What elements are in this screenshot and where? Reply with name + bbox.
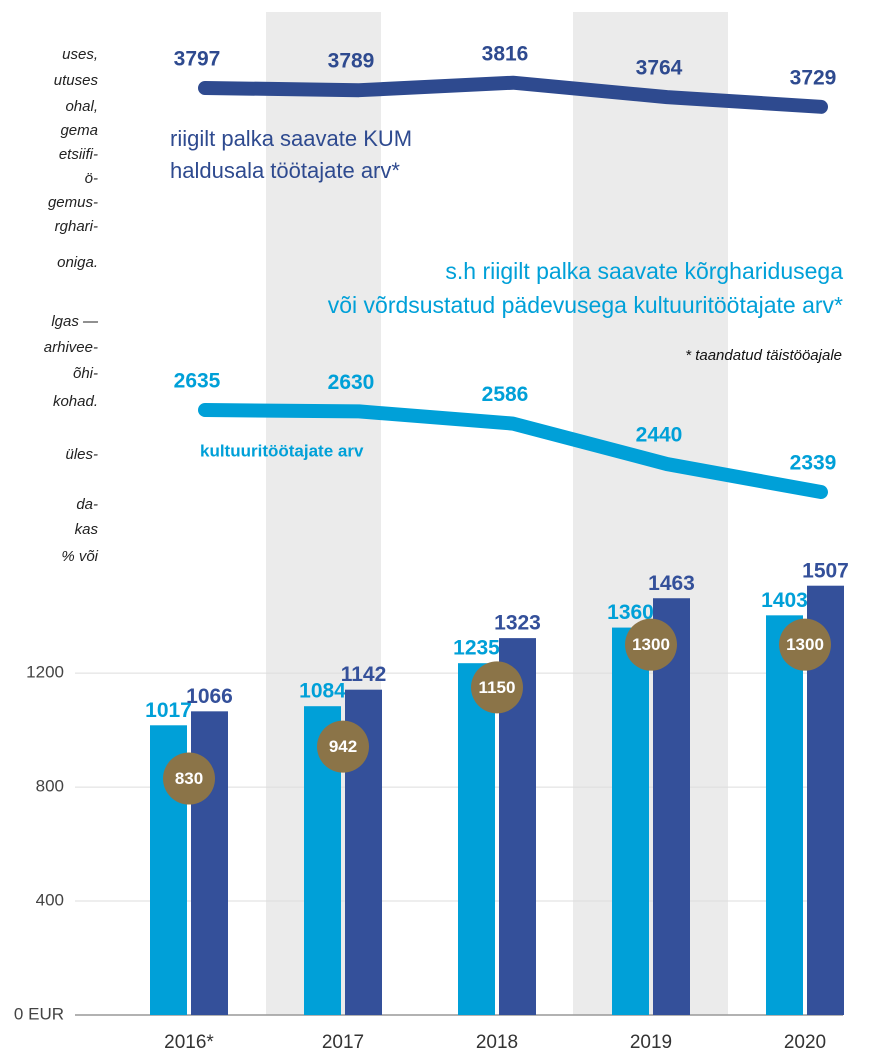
- marker-label: 1150: [479, 678, 516, 697]
- x-tick-label: 2019: [630, 1032, 672, 1053]
- bar-value-label: 1142: [341, 663, 387, 686]
- side-text: etsiifi-: [59, 146, 98, 163]
- bar: [612, 627, 649, 1015]
- x-tick-label: 2018: [476, 1032, 518, 1053]
- marker-label: 1300: [786, 635, 824, 654]
- bar-value-label: 1066: [186, 685, 233, 708]
- line-value-label: 3729: [790, 66, 837, 89]
- line: [198, 403, 828, 500]
- bar-value-label: 1403: [761, 589, 808, 612]
- marker: [779, 618, 831, 671]
- side-text: uses,: [62, 46, 98, 63]
- marker: [625, 618, 677, 671]
- side-text: lgas —: [51, 313, 99, 330]
- side-text: utuses: [54, 72, 99, 89]
- side-text: üles-: [65, 446, 98, 463]
- bar-value-label: 1507: [802, 559, 849, 582]
- bar: [458, 663, 495, 1015]
- side-text: arhivee-: [44, 339, 98, 356]
- line-value-label: 2586: [482, 383, 529, 406]
- side-text: oniga.: [57, 254, 98, 271]
- x-tick-label: 2016*: [164, 1032, 214, 1053]
- line-value-label: 3816: [482, 42, 529, 65]
- bar-value-label: 1360: [607, 601, 654, 624]
- side-text: da-: [76, 496, 98, 513]
- line: [198, 75, 828, 114]
- marker: [163, 752, 215, 805]
- bar-value-label: 1323: [494, 612, 541, 635]
- marker-label: 942: [329, 737, 357, 756]
- note: s.h riigilt palka saavate kõrgharidusega: [445, 258, 843, 284]
- line-value-label: 2630: [328, 371, 375, 394]
- marker-label: 830: [175, 769, 203, 788]
- line-value-label: 2440: [636, 424, 683, 447]
- x-tick-label: 2017: [322, 1032, 364, 1053]
- bar-value-label: 1235: [453, 637, 500, 660]
- side-text: % või: [61, 548, 98, 565]
- line-value-label: 2635: [174, 370, 221, 393]
- marker-label: 1300: [632, 635, 670, 654]
- marker: [471, 661, 523, 714]
- side-text: gemus-: [48, 194, 98, 211]
- side-text: rghari-: [55, 218, 98, 235]
- side-text: kas: [75, 521, 99, 538]
- y-tick-label: 0 EUR: [14, 1004, 64, 1023]
- series-label: kultuuritöötajate arv: [200, 441, 364, 460]
- line-value-label: 2339: [790, 452, 837, 475]
- bar-value-label: 1084: [299, 680, 346, 703]
- side-text: kohad.: [53, 393, 98, 410]
- note: või võrdsustatud pädevusega kultuuritööt…: [328, 292, 843, 318]
- series-label: riigilt palka saavate KUM: [170, 126, 412, 151]
- footnote: * taandatud täistööajale: [685, 347, 842, 364]
- side-text: ohal,: [65, 98, 98, 115]
- bar-value-label: 1463: [648, 572, 695, 595]
- marker: [317, 720, 369, 773]
- line-value-label: 3789: [328, 50, 375, 73]
- line-value-label: 3797: [174, 48, 221, 71]
- bar-value-label: 1017: [145, 699, 192, 722]
- column-shade: [573, 12, 728, 1015]
- y-tick-label: 1200: [26, 663, 64, 682]
- x-tick-label: 2020: [784, 1032, 826, 1053]
- bar: [766, 615, 803, 1015]
- side-text: ö-: [85, 170, 98, 187]
- series-label: haldusala töötajate arv*: [170, 158, 400, 183]
- line-value-label: 3764: [636, 57, 683, 80]
- y-tick-label: 400: [36, 891, 64, 910]
- y-tick-label: 800: [36, 777, 64, 796]
- side-text: gema: [60, 122, 98, 139]
- side-text: õhi-: [73, 365, 98, 382]
